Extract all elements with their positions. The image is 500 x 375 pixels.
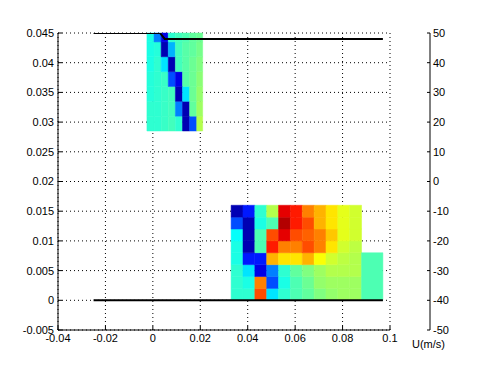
svg-text:0.06: 0.06: [284, 332, 305, 344]
html-text:U(m/s): U(m/s): [412, 338, 445, 350]
svg-text:50: 50: [433, 27, 445, 39]
svg-text:10: 10: [433, 146, 445, 158]
svg-text:0.02: 0.02: [33, 175, 54, 187]
svg-text:0.08: 0.08: [332, 332, 353, 344]
svg-text:40: 40: [433, 57, 445, 69]
svg-text:-50: -50: [433, 324, 449, 336]
svg-text:0: 0: [433, 175, 439, 187]
svg-text:0.015: 0.015: [26, 205, 54, 217]
svg-text:20: 20: [433, 116, 445, 128]
svg-text:-0.04: -0.04: [45, 331, 71, 344]
svg-text:-20: -20: [433, 235, 449, 247]
svg-text:30: 30: [433, 86, 445, 98]
svg-text:0.04: 0.04: [237, 332, 258, 344]
svg-text:0: 0: [150, 332, 156, 344]
svg-text:-30: -30: [433, 265, 449, 277]
svg-text:-0.005: -0.005: [23, 324, 54, 336]
svg-text:0.025: 0.025: [26, 146, 54, 158]
svg-text:0.045: 0.045: [26, 27, 54, 39]
svg-text:0.02: 0.02: [190, 332, 211, 344]
svg-text:0.005: 0.005: [26, 265, 54, 277]
svg-text:0.1: 0.1: [382, 332, 397, 344]
svg-text:0.03: 0.03: [33, 116, 54, 128]
svg-text:-0.02: -0.02: [93, 332, 118, 344]
svg-text:0.035: 0.035: [26, 86, 54, 98]
svg-text:-40: -40: [433, 294, 449, 306]
svg-text:0.01: 0.01: [33, 235, 54, 247]
svg-text:0.04: 0.04: [33, 57, 54, 69]
svg-text:0: 0: [48, 294, 54, 306]
svg-text:-10: -10: [433, 205, 449, 217]
